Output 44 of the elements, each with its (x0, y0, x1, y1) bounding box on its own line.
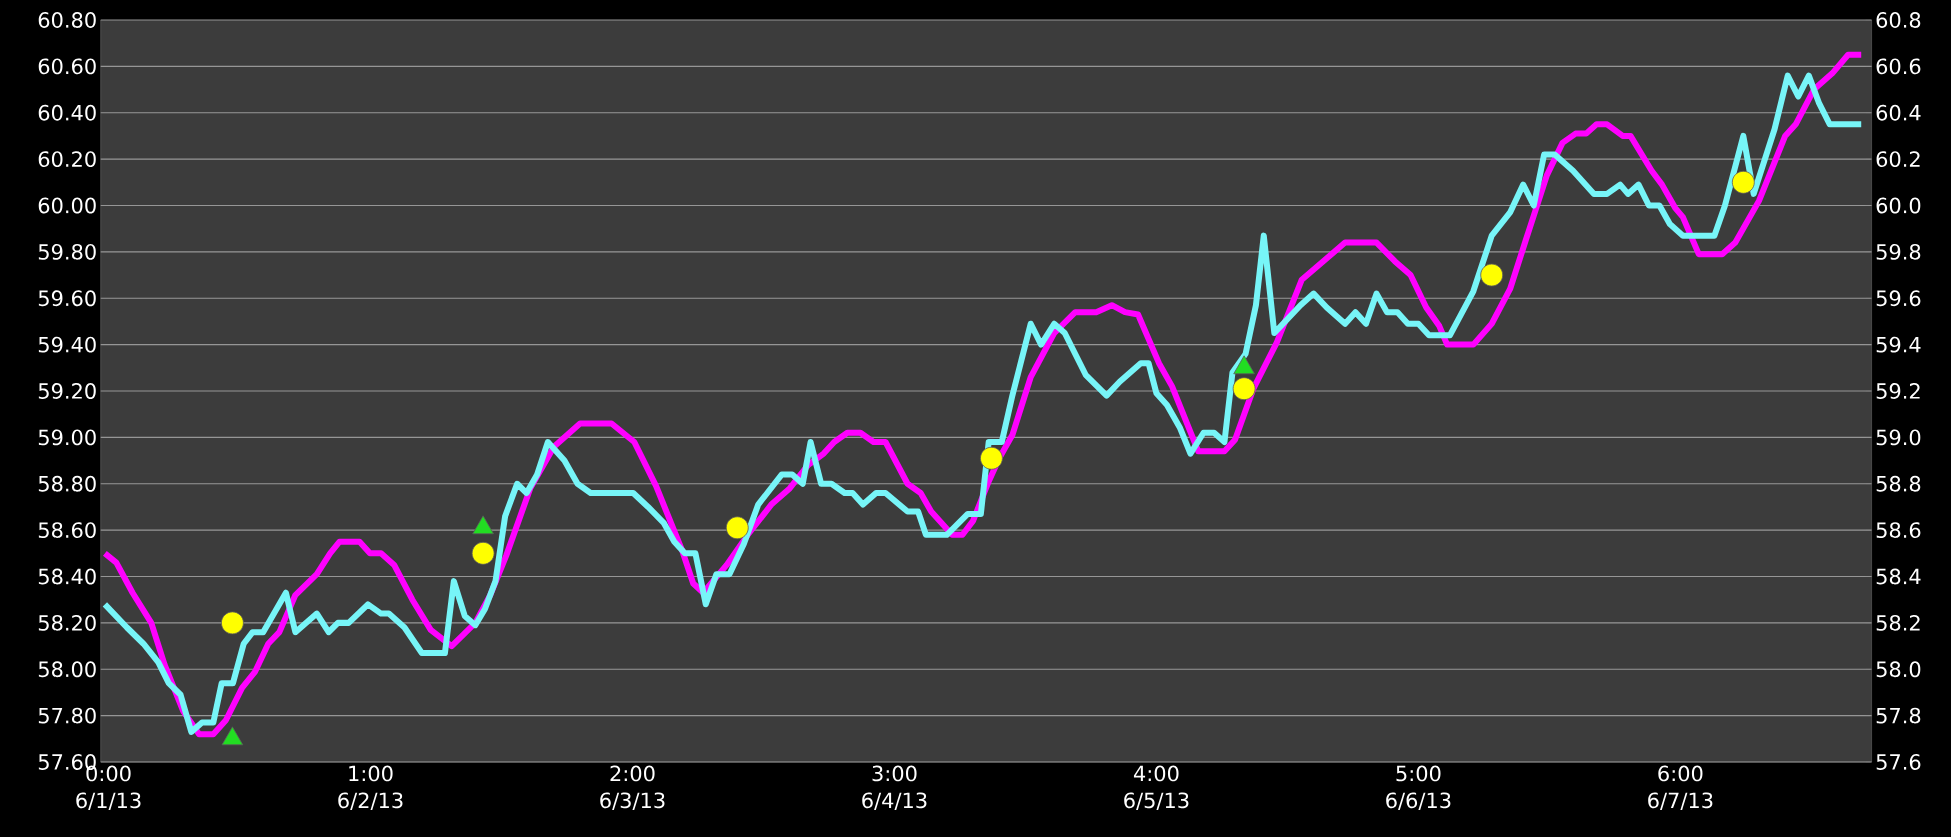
y2-tick-label: 59.8 (1876, 243, 1921, 260)
y-tick-label: 58.00 (38, 661, 96, 678)
y-tick-label: 60.60 (38, 58, 96, 75)
y-tick-label: 58.40 (38, 568, 96, 585)
y2-tick-label: 60.6 (1876, 58, 1921, 75)
y2-tick-label: 60.2 (1876, 151, 1920, 168)
y2-tick-label: 59.2 (1876, 383, 1920, 399)
x-tick-label: 2:00 6/3/13 (600, 765, 665, 810)
y2-tick-label: 59.6 (1876, 290, 1921, 307)
y-tick-label: 60.20 (38, 151, 96, 168)
y2-tick-label: 58.4 (1876, 568, 1921, 585)
point (221, 611, 244, 635)
y2-tick-label: 59.4 (1876, 336, 1921, 353)
y2-tick-label: 58.6 (1876, 522, 1921, 539)
y-tick-label: 59.00 (38, 429, 96, 446)
y2-tick-label: 58.2 (1876, 614, 1920, 631)
y2-tick-label: 57.6 (1876, 754, 1921, 770)
point (725, 516, 749, 540)
y-tick-label: 60.80 (38, 12, 96, 28)
x-tick-label: 1:00 6/2/13 (338, 765, 403, 810)
point (471, 541, 495, 565)
y2-tick-label: 60.0 (1876, 197, 1921, 214)
y-tick-label: 59.80 (38, 243, 96, 260)
x-tick-label: 5:00 6/6/13 (1386, 765, 1451, 810)
y-tick-label: 58.60 (38, 522, 96, 539)
y-tick-label: 59.20 (38, 383, 96, 399)
point (1480, 263, 1504, 287)
y2-tick-label: 58.8 (1876, 475, 1921, 492)
y-tick-label: 60.40 (38, 104, 96, 121)
y2-tick-label: 58.0 (1876, 661, 1921, 678)
y-tick-label: 59.40 (38, 336, 96, 353)
y-tick-label: 59.60 (38, 290, 96, 307)
x-tick-label: 6:00 6/7/13 (1648, 765, 1713, 810)
x-tick-label: 4:00 6/5/13 (1124, 765, 1189, 810)
point (1731, 170, 1755, 194)
y2-tick-label: 57.8 (1876, 707, 1921, 724)
y2-tick-label: 59.0 (1876, 429, 1921, 446)
x-tick-label: 3:00 6/4/13 (862, 765, 927, 810)
y2-tick-label: 60.8 (1876, 12, 1921, 28)
y-tick-label: 58.80 (38, 475, 96, 492)
y2-tick-label: 60.4 (1876, 104, 1921, 121)
y-tick-label: 57.80 (38, 707, 96, 724)
y-tick-label: 60.00 (38, 197, 96, 214)
y-tick-label: 58.20 (38, 614, 96, 631)
